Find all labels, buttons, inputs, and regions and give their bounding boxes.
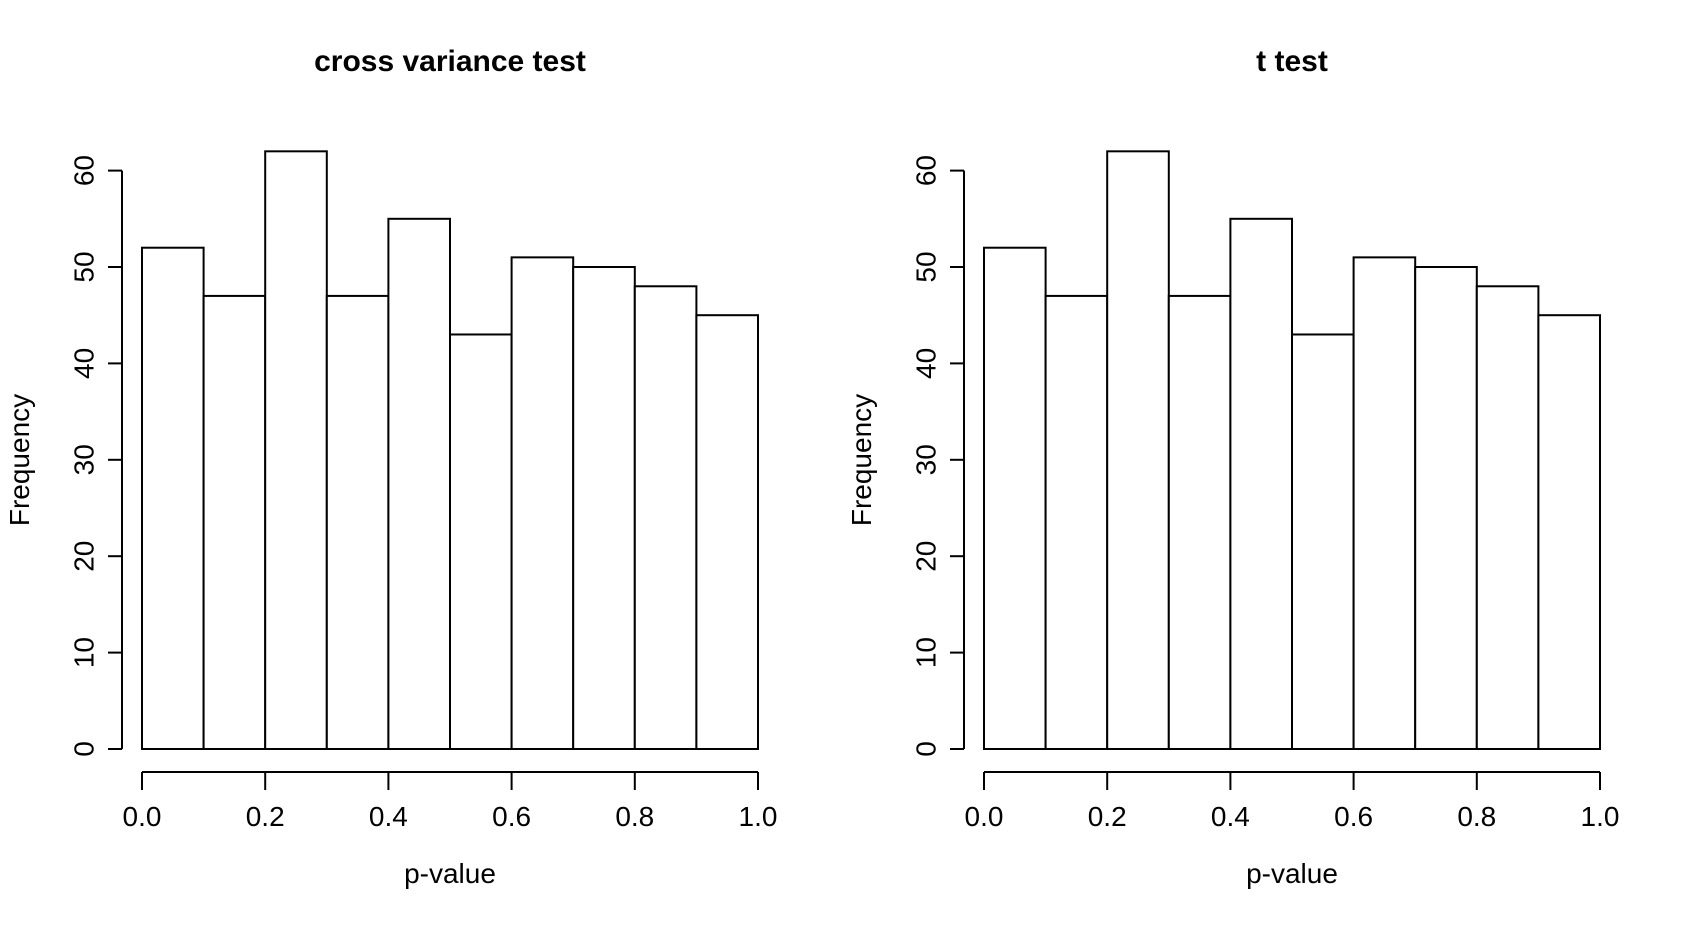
histogram-bar xyxy=(1352,256,1417,750)
histogram-bar xyxy=(1414,266,1478,750)
y-tick-label: 10 xyxy=(69,637,100,668)
y-tick-label: 30 xyxy=(69,444,100,475)
histogram-bar xyxy=(1044,294,1109,750)
y-tick-label: 10 xyxy=(911,637,942,668)
y-tick-label: 20 xyxy=(69,541,100,572)
x-tick-label: 0.4 xyxy=(1211,801,1250,832)
x-tick-label: 1.0 xyxy=(1581,801,1620,832)
left-plot-title: cross variance test xyxy=(314,45,586,78)
histogram-bar xyxy=(983,246,1047,750)
histogram-bar xyxy=(1229,217,1294,751)
y-tick-label: 0 xyxy=(69,741,100,757)
histogram-bar xyxy=(449,333,513,750)
histogram-bar xyxy=(1475,285,1540,750)
histogram-bar xyxy=(633,285,698,750)
histogram-bar xyxy=(1291,333,1355,750)
histogram-bar xyxy=(1537,314,1602,750)
histogram-bar xyxy=(1167,294,1232,750)
x-tick-label: 0.6 xyxy=(1334,801,1373,832)
right-x-axis-label: p-value xyxy=(1246,858,1338,889)
histogram-bar xyxy=(572,266,636,750)
x-tick-label: 0.2 xyxy=(1088,801,1127,832)
right-plot-title: t test xyxy=(1256,45,1328,78)
histogram-bar xyxy=(1106,150,1170,750)
y-tick-label: 40 xyxy=(69,348,100,379)
y-tick-label: 20 xyxy=(911,541,942,572)
histogram-bar xyxy=(387,217,451,751)
y-tick-label: 0 xyxy=(911,741,942,757)
y-tick-label: 30 xyxy=(911,444,942,475)
x-tick-label: 0.8 xyxy=(615,801,654,832)
y-tick-label: 40 xyxy=(911,348,942,379)
x-tick-label: 0.4 xyxy=(369,801,408,832)
histogram-bar xyxy=(325,294,390,750)
x-tick-label: 1.0 xyxy=(739,801,778,832)
y-tick-label: 50 xyxy=(69,251,100,282)
histogram-bar xyxy=(141,246,205,750)
x-tick-label: 0.6 xyxy=(492,801,531,832)
histogram-bar xyxy=(202,294,267,750)
histogram-bar xyxy=(695,314,760,750)
right-y-axis-label: Frequency xyxy=(846,393,877,527)
y-tick-label: 60 xyxy=(69,155,100,186)
x-tick-label: 0.2 xyxy=(246,801,285,832)
histogram-bar xyxy=(264,150,328,750)
y-tick-label: 50 xyxy=(911,251,942,282)
left-x-axis-label: p-value xyxy=(404,858,496,889)
x-tick-label: 0.0 xyxy=(965,801,1004,832)
x-tick-label: 0.8 xyxy=(1457,801,1496,832)
y-tick-label: 60 xyxy=(911,155,942,186)
x-tick-label: 0.0 xyxy=(123,801,162,832)
left-y-axis-label: Frequency xyxy=(4,393,35,527)
histogram-bar xyxy=(510,256,575,750)
